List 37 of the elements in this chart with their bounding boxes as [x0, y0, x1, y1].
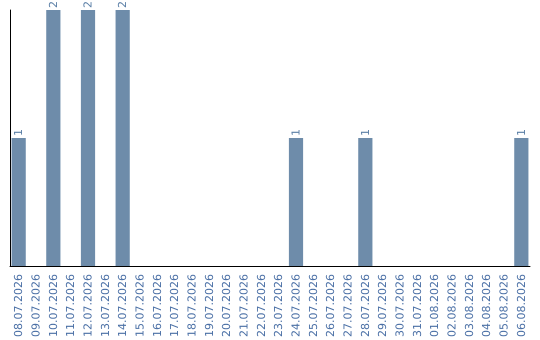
x-tick-label: 31.07.2026 [410, 274, 424, 338]
data-label: 1 [514, 129, 528, 136]
x-tick-label: 08.07.2026 [12, 274, 26, 338]
x-tick-label: 10.07.2026 [46, 274, 60, 338]
x-tick-label: 12.07.2026 [82, 274, 94, 338]
data-label: 2 [82, 1, 94, 8]
x-tick-label: 17.07.2026 [168, 274, 182, 338]
data-label: 1 [290, 129, 302, 136]
data-label: 2 [116, 1, 130, 8]
x-tick-label: 24.07.2026 [290, 274, 302, 338]
x-tick-label: 20.07.2026 [220, 274, 234, 338]
x-tick-label: 19.07.2026 [202, 274, 216, 338]
x-tick-label: 28.07.2026 [358, 274, 372, 338]
x-tick-label: 27.07.2026 [342, 274, 354, 338]
x-tick-label: 05.08.2026 [498, 274, 510, 338]
x-tick-label: 16.07.2026 [150, 274, 164, 338]
x-tick-label: 02.08.2026 [446, 274, 458, 338]
x-tick-label: 01.08.2026 [428, 274, 442, 338]
x-tick-label: 21.07.2026 [238, 274, 250, 338]
x-tick-label: 09.07.2026 [30, 274, 42, 338]
data-label: 1 [358, 129, 372, 136]
x-tick-label: 11.07.2026 [64, 274, 78, 338]
x-tick-label: 15.07.2026 [134, 274, 146, 338]
x-tick-label: 23.07.2026 [272, 274, 286, 338]
x-tick-label: 29.07.2026 [376, 274, 390, 338]
x-tick-label: 13.07.2026 [98, 274, 112, 338]
x-tick-label: 22.07.2026 [254, 274, 268, 338]
x-tick-label: 06.08.2026 [514, 274, 528, 338]
x-tick-label: 14.07.2026 [116, 274, 130, 338]
x-tick-label: 30.07.2026 [394, 274, 406, 338]
data-label: 2 [46, 1, 60, 8]
x-tick-label: 25.07.2026 [306, 274, 320, 338]
x-tick-label: 18.07.2026 [186, 274, 198, 338]
x-tick-label: 26.07.2026 [324, 274, 338, 338]
data-label: 1 [12, 129, 26, 136]
x-tick-label: 03.08.2026 [462, 274, 476, 338]
x-tick-label: 04.08.2026 [480, 274, 494, 338]
